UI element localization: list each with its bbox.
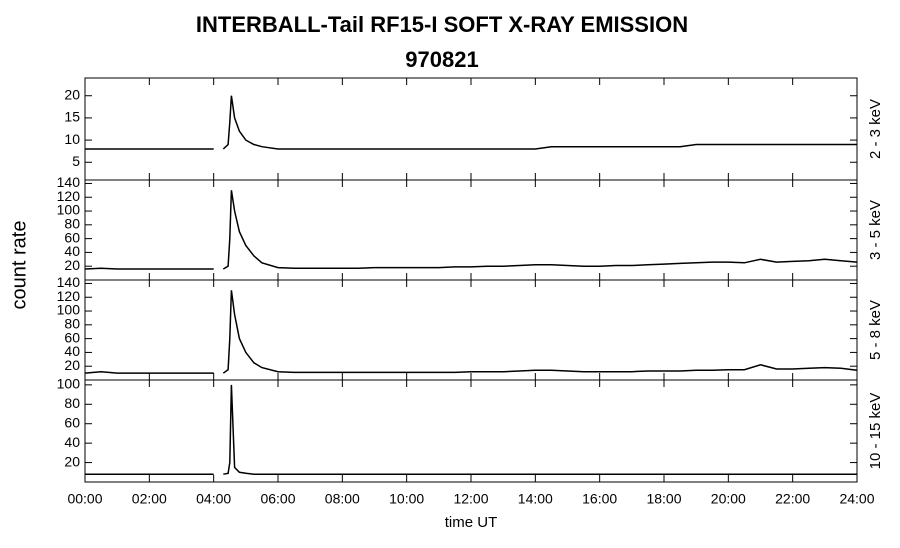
chart-title: INTERBALL-Tail RF15-I SOFT X-RAY EMISSIO… [196,12,688,37]
x-tick-label: 12:00 [453,491,488,507]
y-tick-label: 5 [72,153,80,169]
y-tick-label: 80 [64,216,80,232]
y-tick-label: 80 [64,395,80,411]
panel-frame [84,77,858,181]
x-tick-label: 20:00 [711,491,746,507]
panel-label: 3 - 5 keV [867,200,884,260]
y-tick-label: 120 [57,188,81,204]
y-tick-label: 20 [64,453,80,469]
panel-label: 2 - 3 keV [867,99,884,159]
y-tick-label: 20 [64,257,80,273]
y-axis-label: count rate [8,221,30,310]
panel-frame [84,279,858,381]
x-tick-label: 24:00 [839,491,874,507]
panel-label: 10 - 15 keV [867,393,884,470]
y-tick-label: 20 [64,86,80,102]
y-tick-label: 40 [64,343,80,359]
y-tick-label: 140 [57,274,81,290]
y-tick-label: 60 [64,414,80,430]
y-tick-label: 60 [64,229,80,245]
y-tick-label: 60 [64,329,80,345]
data-line [84,290,858,374]
y-tick-label: 10 [64,131,80,147]
x-tick-label: 14:00 [518,491,553,507]
panel-frame [84,179,858,281]
x-tick-label: 06:00 [260,491,295,507]
panel-frame [84,379,858,483]
x-tick-label: 02:00 [132,491,167,507]
x-axis-label: time UT [445,514,498,531]
x-tick-label: 04:00 [196,491,231,507]
x-tick-label: 08:00 [325,491,360,507]
y-tick-label: 80 [64,316,80,332]
y-tick-label: 40 [64,434,80,450]
panel-label: 5 - 8 keV [867,300,884,360]
x-tick-label: 16:00 [582,491,617,507]
y-tick-label: 120 [57,288,81,304]
y-tick-label: 40 [64,243,80,259]
data-line [84,190,858,270]
x-tick-label: 22:00 [775,491,810,507]
y-tick-label: 100 [57,202,81,218]
y-tick-label: 140 [57,174,81,190]
y-tick-label: 20 [64,357,80,373]
y-tick-label: 15 [64,109,80,125]
y-tick-label: 100 [57,376,81,392]
x-tick-label: 00:00 [67,491,102,507]
x-tick-label: 18:00 [646,491,681,507]
x-tick-label: 10:00 [389,491,424,507]
y-tick-label: 100 [57,302,81,318]
chart-subtitle: 970821 [405,47,478,72]
data-line [85,95,857,150]
data-line [85,384,857,475]
